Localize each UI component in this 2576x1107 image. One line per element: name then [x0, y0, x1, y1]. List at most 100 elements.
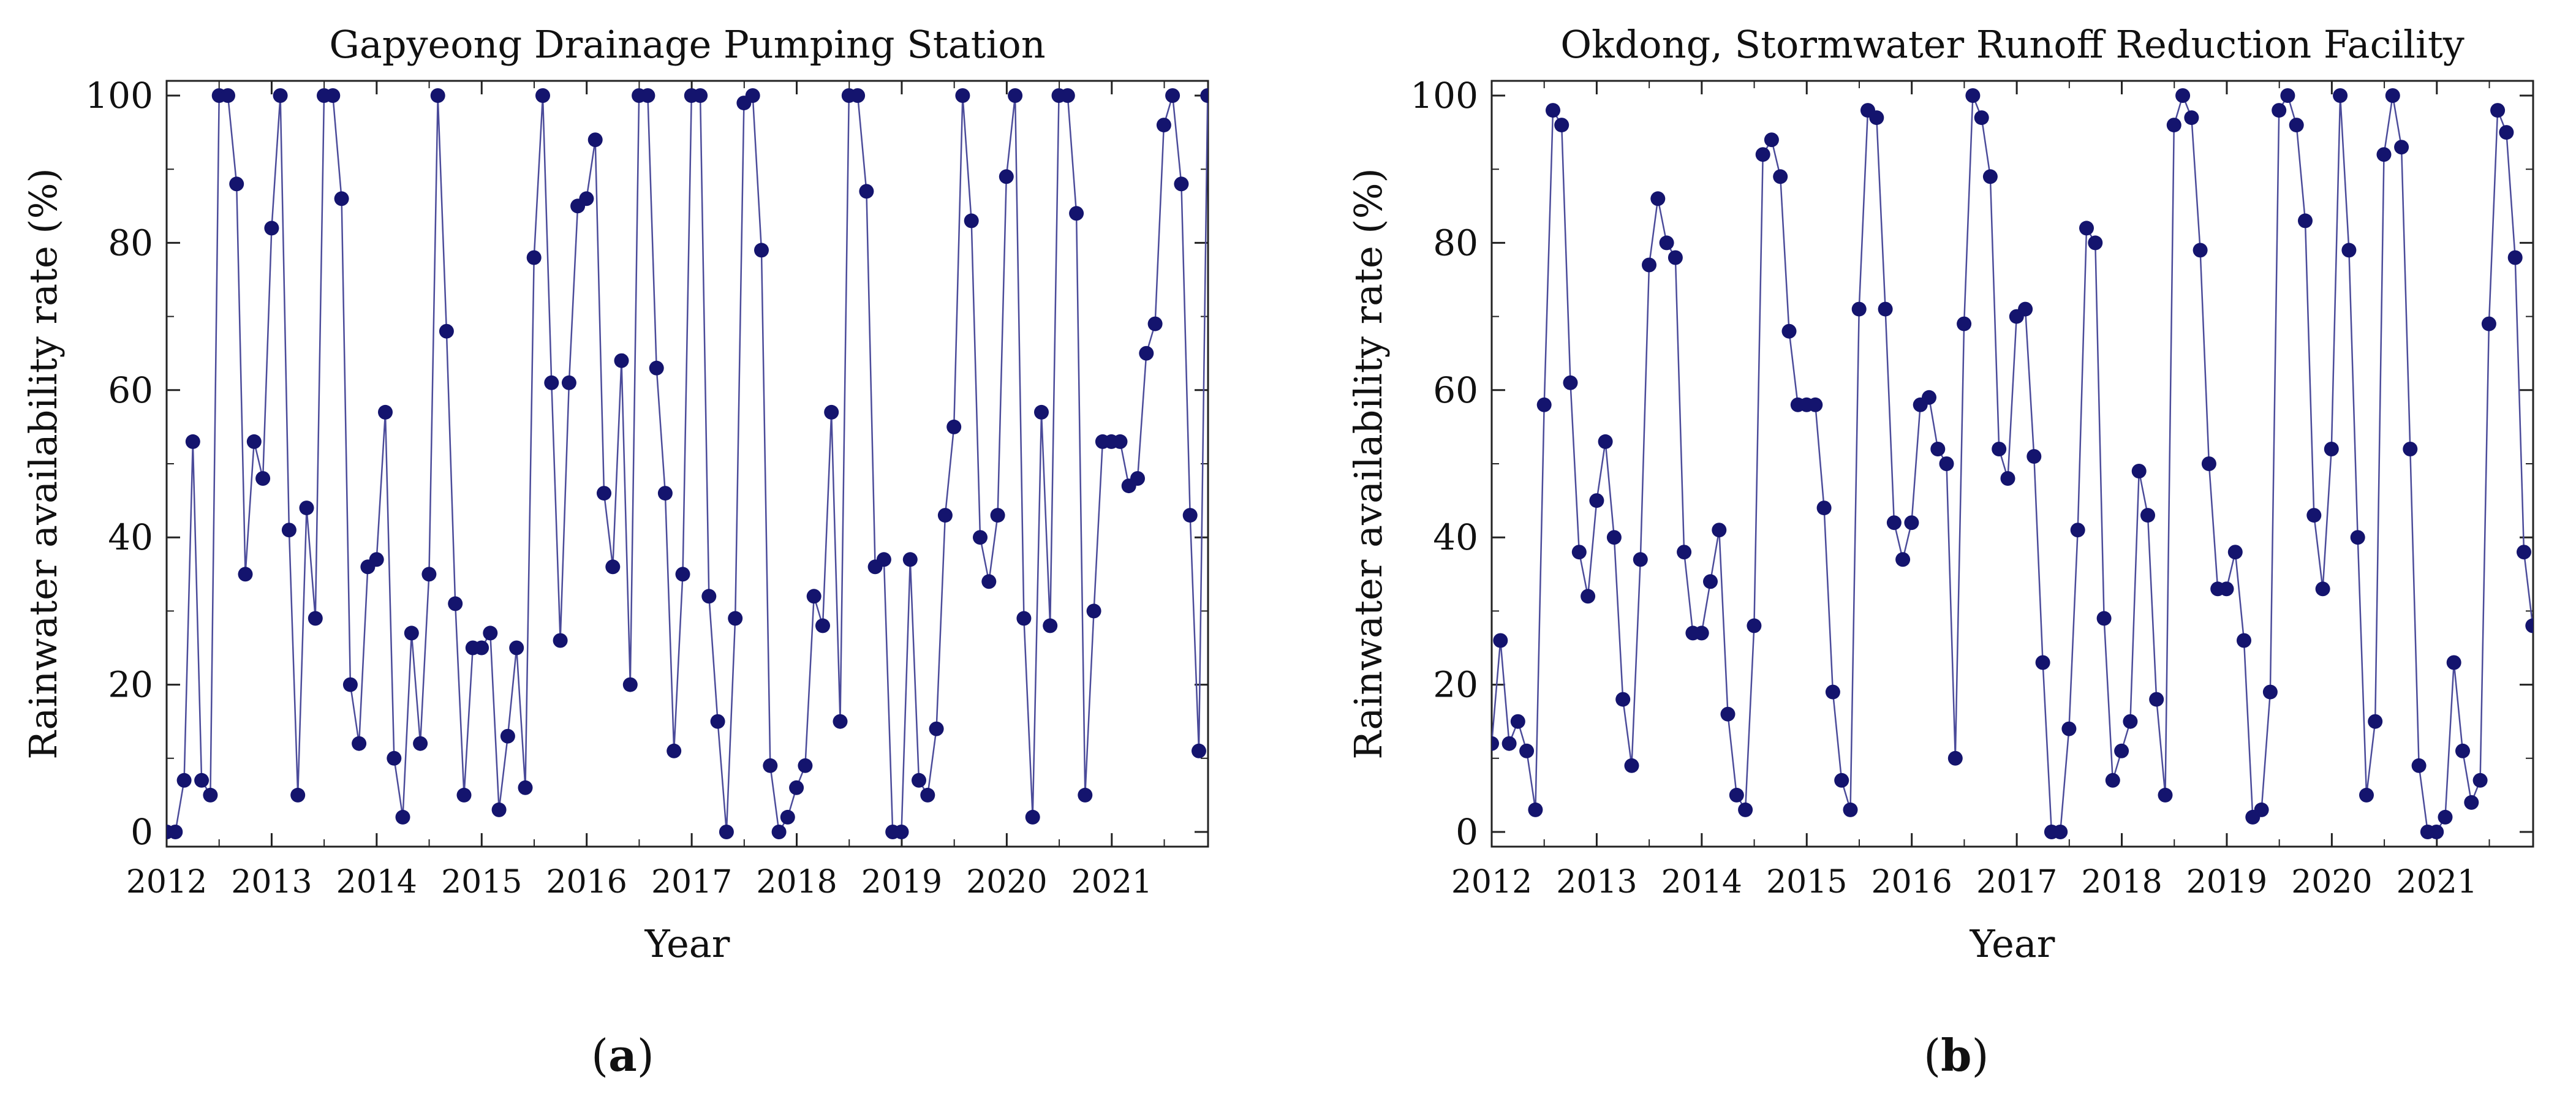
series-group [1492, 88, 2533, 839]
data-point [2272, 103, 2287, 118]
data-point [1930, 442, 1946, 456]
data-point [990, 508, 1005, 523]
data-point [2438, 809, 2453, 825]
data-point [474, 640, 489, 656]
y-tick-label: 80 [1433, 222, 1478, 263]
data-point [2053, 825, 2068, 839]
data-point [1554, 118, 1569, 133]
data-point [981, 574, 997, 589]
data-point [378, 404, 393, 420]
data-point [675, 567, 690, 582]
data-point [1510, 714, 1525, 729]
data-point [1589, 493, 1604, 508]
data-point [745, 88, 760, 103]
data-point [1034, 404, 1049, 420]
chart-title: Gapyeong Drainage Pumping Station [329, 22, 1045, 67]
x-tick-label: 2012 [126, 864, 207, 901]
data-point [937, 508, 953, 523]
data-point [1615, 692, 1631, 707]
data-point [912, 773, 926, 788]
y-tick-label: 60 [1433, 369, 1478, 411]
data-point [325, 88, 341, 103]
data-point [2158, 787, 2173, 803]
data-point [1668, 250, 1683, 265]
data-point [2262, 684, 2278, 700]
x-tick-label: 2016 [546, 864, 627, 901]
series-line [1492, 93, 2533, 833]
data-point [2193, 243, 2208, 258]
data-point [1712, 523, 1727, 538]
data-point [308, 611, 323, 626]
y-axis-label: Rainwater availability rate (%) [1346, 168, 1391, 759]
data-point [2131, 464, 2147, 478]
data-point [1598, 434, 1613, 449]
data-point [2446, 655, 2461, 670]
data-point [999, 169, 1014, 184]
data-point [1536, 397, 1552, 412]
data-point [2114, 743, 2129, 758]
data-point [894, 825, 909, 839]
data-point [264, 221, 279, 236]
data-point [1008, 88, 1023, 103]
data-point [2280, 88, 2295, 103]
data-point [1147, 316, 1163, 331]
data-point [387, 750, 402, 766]
data-point [929, 721, 944, 736]
y-tick-label: 100 [1410, 75, 1478, 116]
data-point [2472, 773, 2488, 788]
data-point [2088, 235, 2103, 251]
x-tick-label: 2020 [966, 864, 1047, 901]
data-point [2341, 243, 2357, 258]
data-point [2079, 221, 2094, 236]
data-point [2376, 147, 2392, 162]
data-point [1519, 743, 1535, 758]
data-point [902, 552, 918, 567]
x-tick-label: 2018 [756, 864, 837, 901]
data-point [701, 589, 717, 604]
data-point [2517, 545, 2531, 560]
data-point [290, 787, 306, 803]
data-point [2385, 88, 2400, 103]
chart-panel-b: Okdong, Stormwater Runoff Reduction Faci… [1346, 22, 2534, 966]
data-point [352, 736, 367, 751]
series-group [167, 88, 1208, 839]
data-point [334, 191, 349, 206]
data-point [535, 88, 550, 103]
data-point [1781, 323, 1797, 339]
data-point [693, 88, 708, 103]
data-point [728, 611, 743, 626]
data-point [2149, 692, 2164, 707]
data-point [273, 88, 288, 103]
data-point [553, 633, 568, 648]
data-point [859, 184, 874, 199]
data-point [1816, 501, 1832, 516]
data-point [1182, 508, 1198, 523]
y-tick-label: 40 [108, 516, 153, 558]
data-point [946, 419, 962, 434]
data-point [1947, 750, 1963, 766]
data-point [281, 523, 297, 538]
data-point [1851, 301, 1867, 317]
data-point [719, 825, 734, 839]
data-point [1086, 603, 1101, 619]
x-tick-label: 2014 [1661, 864, 1742, 901]
data-point [509, 640, 524, 656]
data-point [1825, 684, 1840, 700]
data-point [2018, 301, 2033, 317]
data-point [1764, 132, 1779, 148]
data-point [789, 780, 804, 795]
data-point [605, 559, 621, 575]
data-point [1139, 346, 1154, 361]
data-point [1112, 434, 1128, 449]
x-tick-label: 2019 [2186, 864, 2267, 901]
data-point [2061, 721, 2077, 736]
data-point [955, 88, 970, 103]
data-point [1563, 375, 1578, 390]
data-point [1016, 611, 1032, 626]
data-point [2507, 250, 2523, 265]
data-point [1992, 442, 2007, 456]
caption-b: (b) [1924, 1029, 1989, 1081]
data-point [246, 434, 262, 449]
data-point [798, 758, 813, 773]
x-tick-label: 2015 [1766, 864, 1847, 901]
